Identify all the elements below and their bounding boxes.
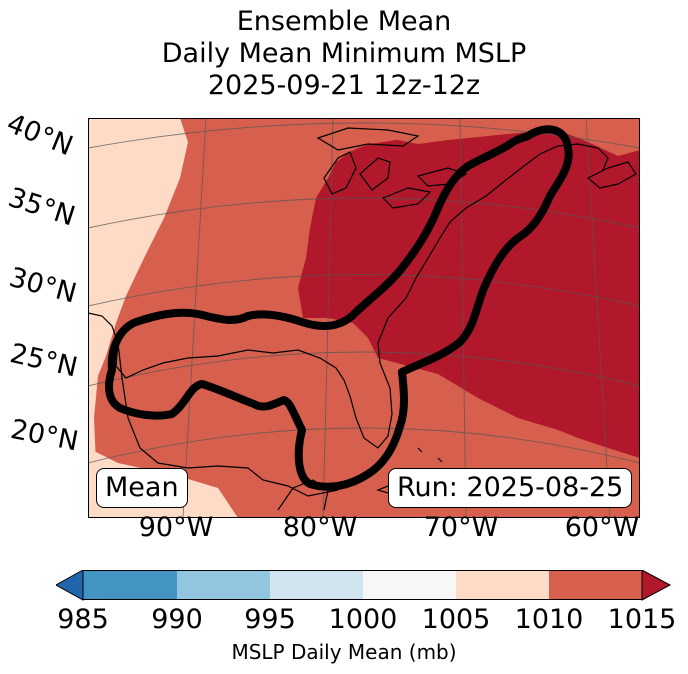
lon-label-60w: 60°W: [564, 512, 640, 543]
mean-label-box: Mean: [96, 468, 188, 508]
lon-label-90w: 90°W: [138, 512, 214, 543]
colorbar-tick-985: 985: [57, 604, 109, 635]
colorbar-extend-high: [641, 570, 672, 601]
lat-label-20: 20°N: [8, 414, 81, 458]
title-line-1: Ensemble Mean: [236, 6, 452, 37]
pressure-map: [88, 118, 640, 518]
lat-label-40: 40°N: [2, 108, 78, 163]
colorbar-bin-1000: [363, 570, 456, 600]
colorbar-bin-1005: [456, 570, 549, 600]
lat-label-30: 30°N: [5, 262, 80, 310]
lon-label-80w: 80°W: [282, 512, 358, 543]
colorbar-tick-1015: 1015: [607, 604, 677, 635]
colorbar-bin-995: [270, 570, 363, 600]
colorbar-bin-990: [177, 570, 270, 600]
colorbar-tick-995: 995: [244, 604, 296, 635]
graticule: [88, 118, 640, 518]
colorbar-tick-1010: 1010: [514, 604, 584, 635]
lat-label-35: 35°N: [4, 182, 79, 233]
colorbar: [56, 570, 672, 601]
mslp-contour: [105, 125, 573, 491]
colorbar-extend-low: [56, 570, 84, 601]
colorbar-bin-985: [83, 570, 177, 600]
title-line-3: 2025-09-21 12z-12z: [207, 70, 481, 101]
pressure-field-1005-west: [88, 118, 188, 518]
colorbar-tick-1000: 1000: [328, 604, 398, 635]
lon-label-70w: 70°W: [423, 512, 499, 543]
run-date-box: Run: 2025-08-25: [388, 468, 633, 508]
colorbar-tick-990: 990: [151, 604, 203, 635]
lat-label-25: 25°N: [7, 338, 81, 384]
colorbar-bin-1010: [549, 570, 642, 600]
pressure-field-1010-north: [208, 118, 418, 188]
colorbar-tick-1005: 1005: [421, 604, 491, 635]
colorbar-label: MSLP Daily Mean (mb): [231, 640, 457, 664]
title-line-2: Daily Mean Minimum MSLP: [161, 38, 527, 69]
